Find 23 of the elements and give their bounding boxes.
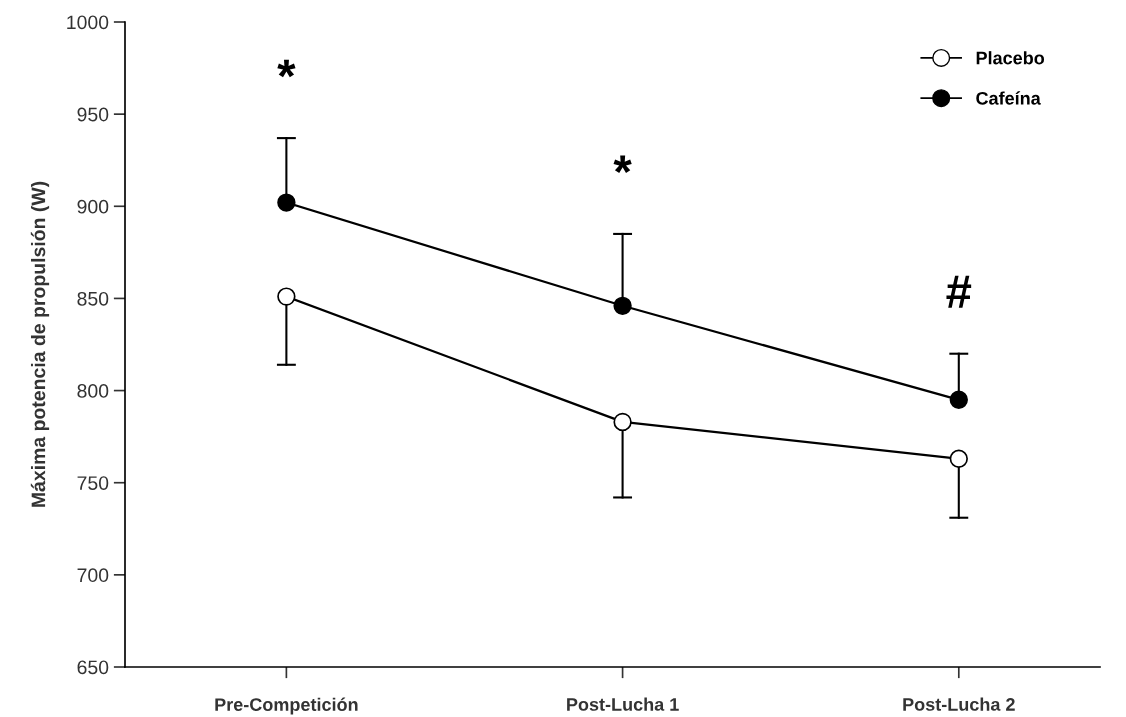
point xyxy=(613,412,632,432)
point xyxy=(277,193,296,212)
point xyxy=(613,296,632,315)
y-tick-label: 700 xyxy=(77,568,109,583)
annotation: * xyxy=(277,59,296,78)
annotation: * xyxy=(613,155,632,174)
x-tick-label: Post-Lucha 2 xyxy=(903,697,1015,711)
y-tick-label: 650 xyxy=(77,660,109,675)
y-tick-label: 950 xyxy=(77,107,109,122)
legend-label: Cafeína xyxy=(976,91,1041,105)
x-tick-label: Pre-Competición xyxy=(215,697,358,715)
y-tick-label: 900 xyxy=(77,199,109,214)
y-tick-label: 1000 xyxy=(67,15,109,30)
y-tick-label: 850 xyxy=(77,291,109,306)
y-tick-label: 750 xyxy=(77,476,109,490)
x-tick-label: Post-Lucha 1 xyxy=(567,697,679,711)
y-axis-title: Máxima potencia de propulsión (W) xyxy=(30,181,50,507)
annotation: # xyxy=(946,275,972,308)
point xyxy=(949,449,968,468)
legend-label: Placebo xyxy=(976,51,1045,65)
y-tick-label: 800 xyxy=(77,384,109,398)
point xyxy=(277,287,296,306)
point xyxy=(949,390,968,409)
